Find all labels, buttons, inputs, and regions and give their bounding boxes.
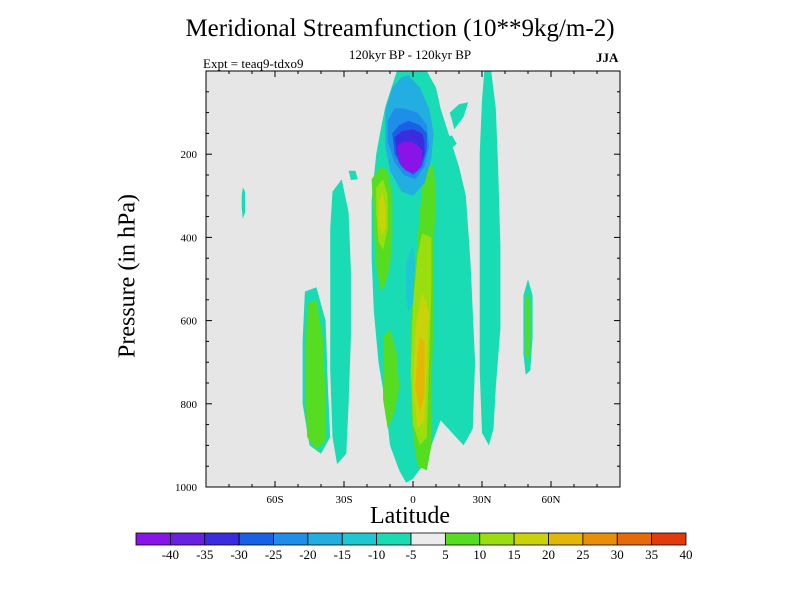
x-tick-label: 30N [473,494,492,506]
colorbar-label: -20 [299,547,316,562]
contour-teal-inner-central [406,245,416,313]
colorbar-label: -25 [265,547,282,562]
colorbar-label: 10 [473,547,486,562]
x-axis-label: Latitude [370,503,450,529]
colorbar-label: -35 [196,547,213,562]
colorbar-swatch [444,532,481,546]
contour-cyan-long-right [479,71,501,446]
colorbar-swatch [616,532,653,546]
plot-axes: 200 400 600 800 1000 60S 30S 0 30N 60N [175,70,621,506]
colorbar-label: 15 [508,547,521,562]
colorbar-swatch [513,532,549,546]
colorbar-label: -30 [230,547,247,562]
colorbar-label: 25 [576,547,589,562]
colorbar-label: 5 [442,547,449,562]
x-tick-label: 60S [266,494,283,506]
chart-title: Meridional Streamfunction (10**9kg/m-2) [185,15,615,42]
contour-yellow-main-3 [415,337,425,413]
colorbar: -40 -35 -30 -25 -20 -15 -10 -5 5 10 15 20 25 30 35 40 [135,532,693,562]
colorbar-label: -15 [334,547,351,562]
contour-cyan-30s [330,179,351,465]
contour-pos-5-b [304,299,326,450]
y-tick-label: 800 [181,399,198,411]
x-tick-label: 0 [410,494,416,506]
colorbar-label: 30 [611,547,624,562]
colorbar-swatch [273,532,309,546]
colorbar-swatch [238,532,274,546]
colorbar-label: -40 [162,547,179,562]
colorbar-swatch [204,532,240,546]
colorbar-label: -10 [368,547,385,562]
colorbar-swatch [135,532,171,546]
contour-purple-core [396,141,423,173]
contour-yellow-left-inner [378,193,386,236]
colorbar-label: 35 [645,547,658,562]
x-tick-label: 30S [335,494,352,506]
chart-subtitle: 120kyr BP - 120kyr BP [348,47,472,62]
colorbar-swatch [307,532,343,546]
colorbar-label: 40 [680,547,693,562]
plot-area [206,71,620,487]
contour-cyan-upper-right-small [442,135,457,150]
contour-cyan-upper-extend [449,102,469,130]
contour-cyan-top-left [348,170,358,180]
colorbar-swatch [341,532,378,546]
colorbar-swatch [548,532,584,546]
colorbar-swatch [651,532,687,546]
y-tick-label: 1000 [175,482,198,494]
y-tick-label: 200 [181,149,198,161]
experiment-label: Expt = teaq9-tdxo9 [203,56,304,71]
contour-green-60n [525,291,531,363]
colorbar-swatch [582,532,618,546]
y-tick-label: 600 [181,316,198,328]
colorbar-label: 20 [542,547,555,562]
colorbar-swatch [376,532,412,546]
season-label: JJA [596,50,619,65]
contour-cyan-left-small [241,187,246,219]
colorbar-swatch [479,532,515,546]
contour-green-bottom-center [383,328,400,429]
y-tick-label: 400 [181,232,198,244]
x-tick-label: 60N [542,494,561,506]
colorbar-swatch [410,532,446,546]
colorbar-swatch [169,532,206,546]
colorbar-label: -5 [406,547,417,562]
